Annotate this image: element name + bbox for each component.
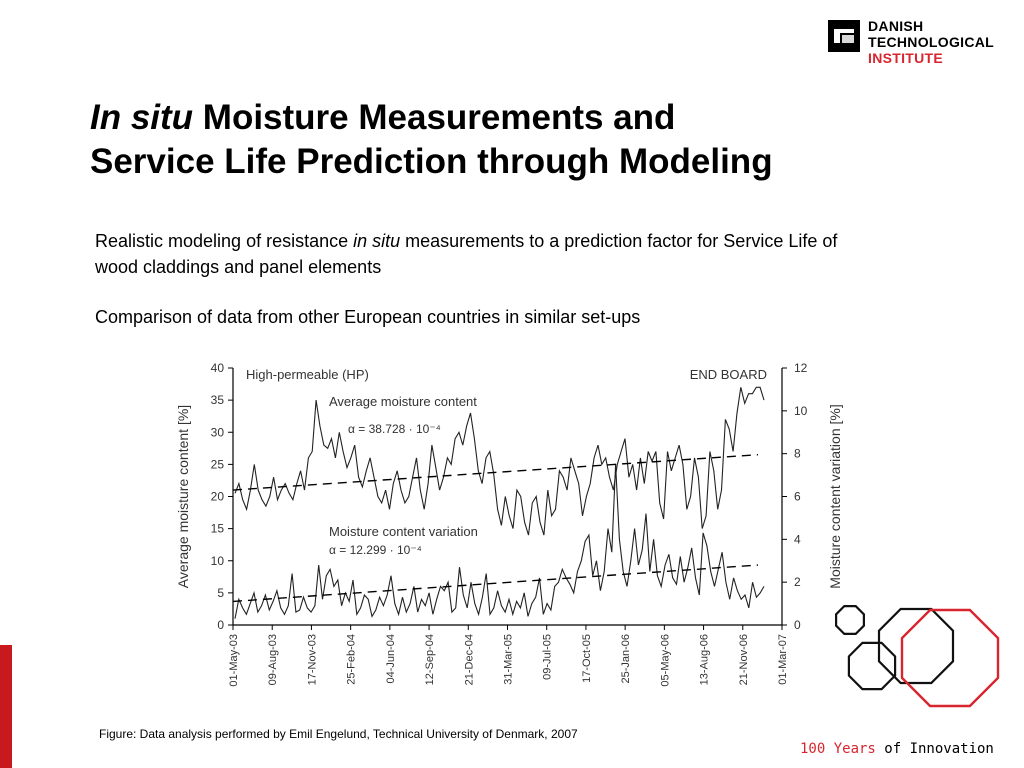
left-tick-label: 10 (211, 554, 225, 568)
x-tick-label: 05-May-06 (659, 634, 671, 687)
logo-line-1: DANISH (868, 18, 924, 34)
left-tick-label: 25 (211, 457, 225, 471)
x-tick-label: 13-Aug-06 (699, 634, 711, 685)
chart-axes (228, 367, 787, 630)
left-tick-label: 20 (211, 490, 225, 504)
slide-title: In situ Moisture Measurements and Servic… (90, 96, 910, 184)
x-tick-label: 17-Nov-03 (306, 634, 318, 685)
right-tick-label: 12 (794, 361, 808, 375)
tagline: 100 Years of Innovation (800, 741, 994, 757)
series-2-alpha: α = 12.299 · 10⁻⁴ (329, 543, 422, 557)
series-1-alpha: α = 38.728 · 10⁻⁴ (348, 422, 441, 436)
right-tick-label: 0 (794, 618, 801, 632)
average-moisture-trendline (232, 454, 759, 491)
x-tick-label: 21-Nov-06 (738, 634, 750, 685)
x-tick-label: 01-May-03 (228, 634, 240, 687)
p1-text-italic: in situ (353, 231, 401, 251)
series-1-annotation: Average moisture content (329, 394, 477, 409)
title-rest-line-1: Moisture Measurements and (193, 98, 676, 137)
average-moisture-line (234, 386, 765, 536)
x-tick-label: 04-Jun-04 (385, 634, 397, 684)
panel-label: High-permeable (HP) (246, 367, 369, 382)
right-tick-label: 6 (794, 490, 801, 504)
paragraph-comparison: Comparison of data from other European c… (95, 307, 641, 327)
x-tick-label: 09-Aug-03 (267, 634, 279, 685)
left-tick-label: 40 (211, 361, 225, 375)
red-octagon-icon (900, 608, 1000, 708)
title-line-2: Service Life Prediction through Modeling (90, 142, 773, 181)
x-tick-label: 31-Mar-05 (503, 634, 515, 685)
danish-technological-institute-logo: DANISH TECHNOLOGICAL INSTITUTE (828, 18, 1018, 72)
paragraph-modeling: Realistic modeling of resistance in situ… (95, 228, 885, 280)
moisture-chart: 0 5 10 15 20 25 30 35 40 0 2 4 6 8 10 12 01-May-03 09-Aug… (175, 361, 843, 687)
x-tick-label: 12-Sep-04 (424, 634, 436, 685)
x-tick-label: 25-Jan-06 (620, 634, 632, 684)
tagline-red: 100 Years (800, 741, 876, 757)
right-tick-label: 2 (794, 575, 801, 589)
x-tick-label: 01-Mar-07 (777, 634, 789, 685)
logo-mark-icon (828, 20, 860, 52)
large-octagon-icon (877, 607, 955, 685)
title-italic-part: In situ (90, 98, 194, 137)
right-tick-label: 10 (794, 404, 808, 418)
x-tick-label: 21-Dec-04 (463, 634, 475, 685)
right-axis-title: Moisture content variation [%] (827, 404, 843, 588)
left-tick-label: 30 (211, 425, 225, 439)
figure-caption: Figure: Data analysis performed by Emil … (99, 727, 578, 741)
medium-octagon-icon (847, 641, 897, 691)
octagon-decoration-icon (834, 604, 1000, 708)
left-tick-label: 35 (211, 393, 225, 407)
small-octagon-icon (834, 604, 866, 636)
p1-text-before: Realistic modeling of resistance (95, 231, 354, 251)
left-tick-label: 0 (217, 618, 224, 632)
series-2-annotation: Moisture content variation (329, 524, 478, 539)
tagline-rest: of Innovation (875, 741, 994, 757)
right-tick-label: 4 (794, 532, 801, 546)
x-tick-label: 25-Feb-04 (346, 634, 358, 685)
logo-wordmark: DANISH TECHNOLOGICAL INSTITUTE (868, 18, 994, 66)
moisture-variation-trendline (232, 564, 759, 603)
x-tick-label: 09-Jul-05 (542, 634, 554, 680)
right-tick-label: 8 (794, 447, 801, 461)
left-tick-label: 5 (217, 586, 224, 600)
logo-line-3: INSTITUTE (868, 50, 944, 66)
end-board-label: END BOARD (690, 367, 767, 382)
left-tick-label: 15 (211, 522, 225, 536)
p1-text-after: measurements to a prediction factor for … (95, 231, 838, 277)
logo-line-2: TECHNOLOGICAL (868, 34, 995, 50)
chart-labels: 0 5 10 15 20 25 30 35 40 0 2 4 6 8 10 12 01-May-03 09-Aug… (175, 361, 843, 687)
left-axis-title: Average moisture content [%] (175, 405, 191, 588)
chart-marks (232, 386, 765, 619)
x-tick-label: 17-Oct-05 (581, 634, 593, 683)
decorative-red-bar (0, 645, 12, 768)
